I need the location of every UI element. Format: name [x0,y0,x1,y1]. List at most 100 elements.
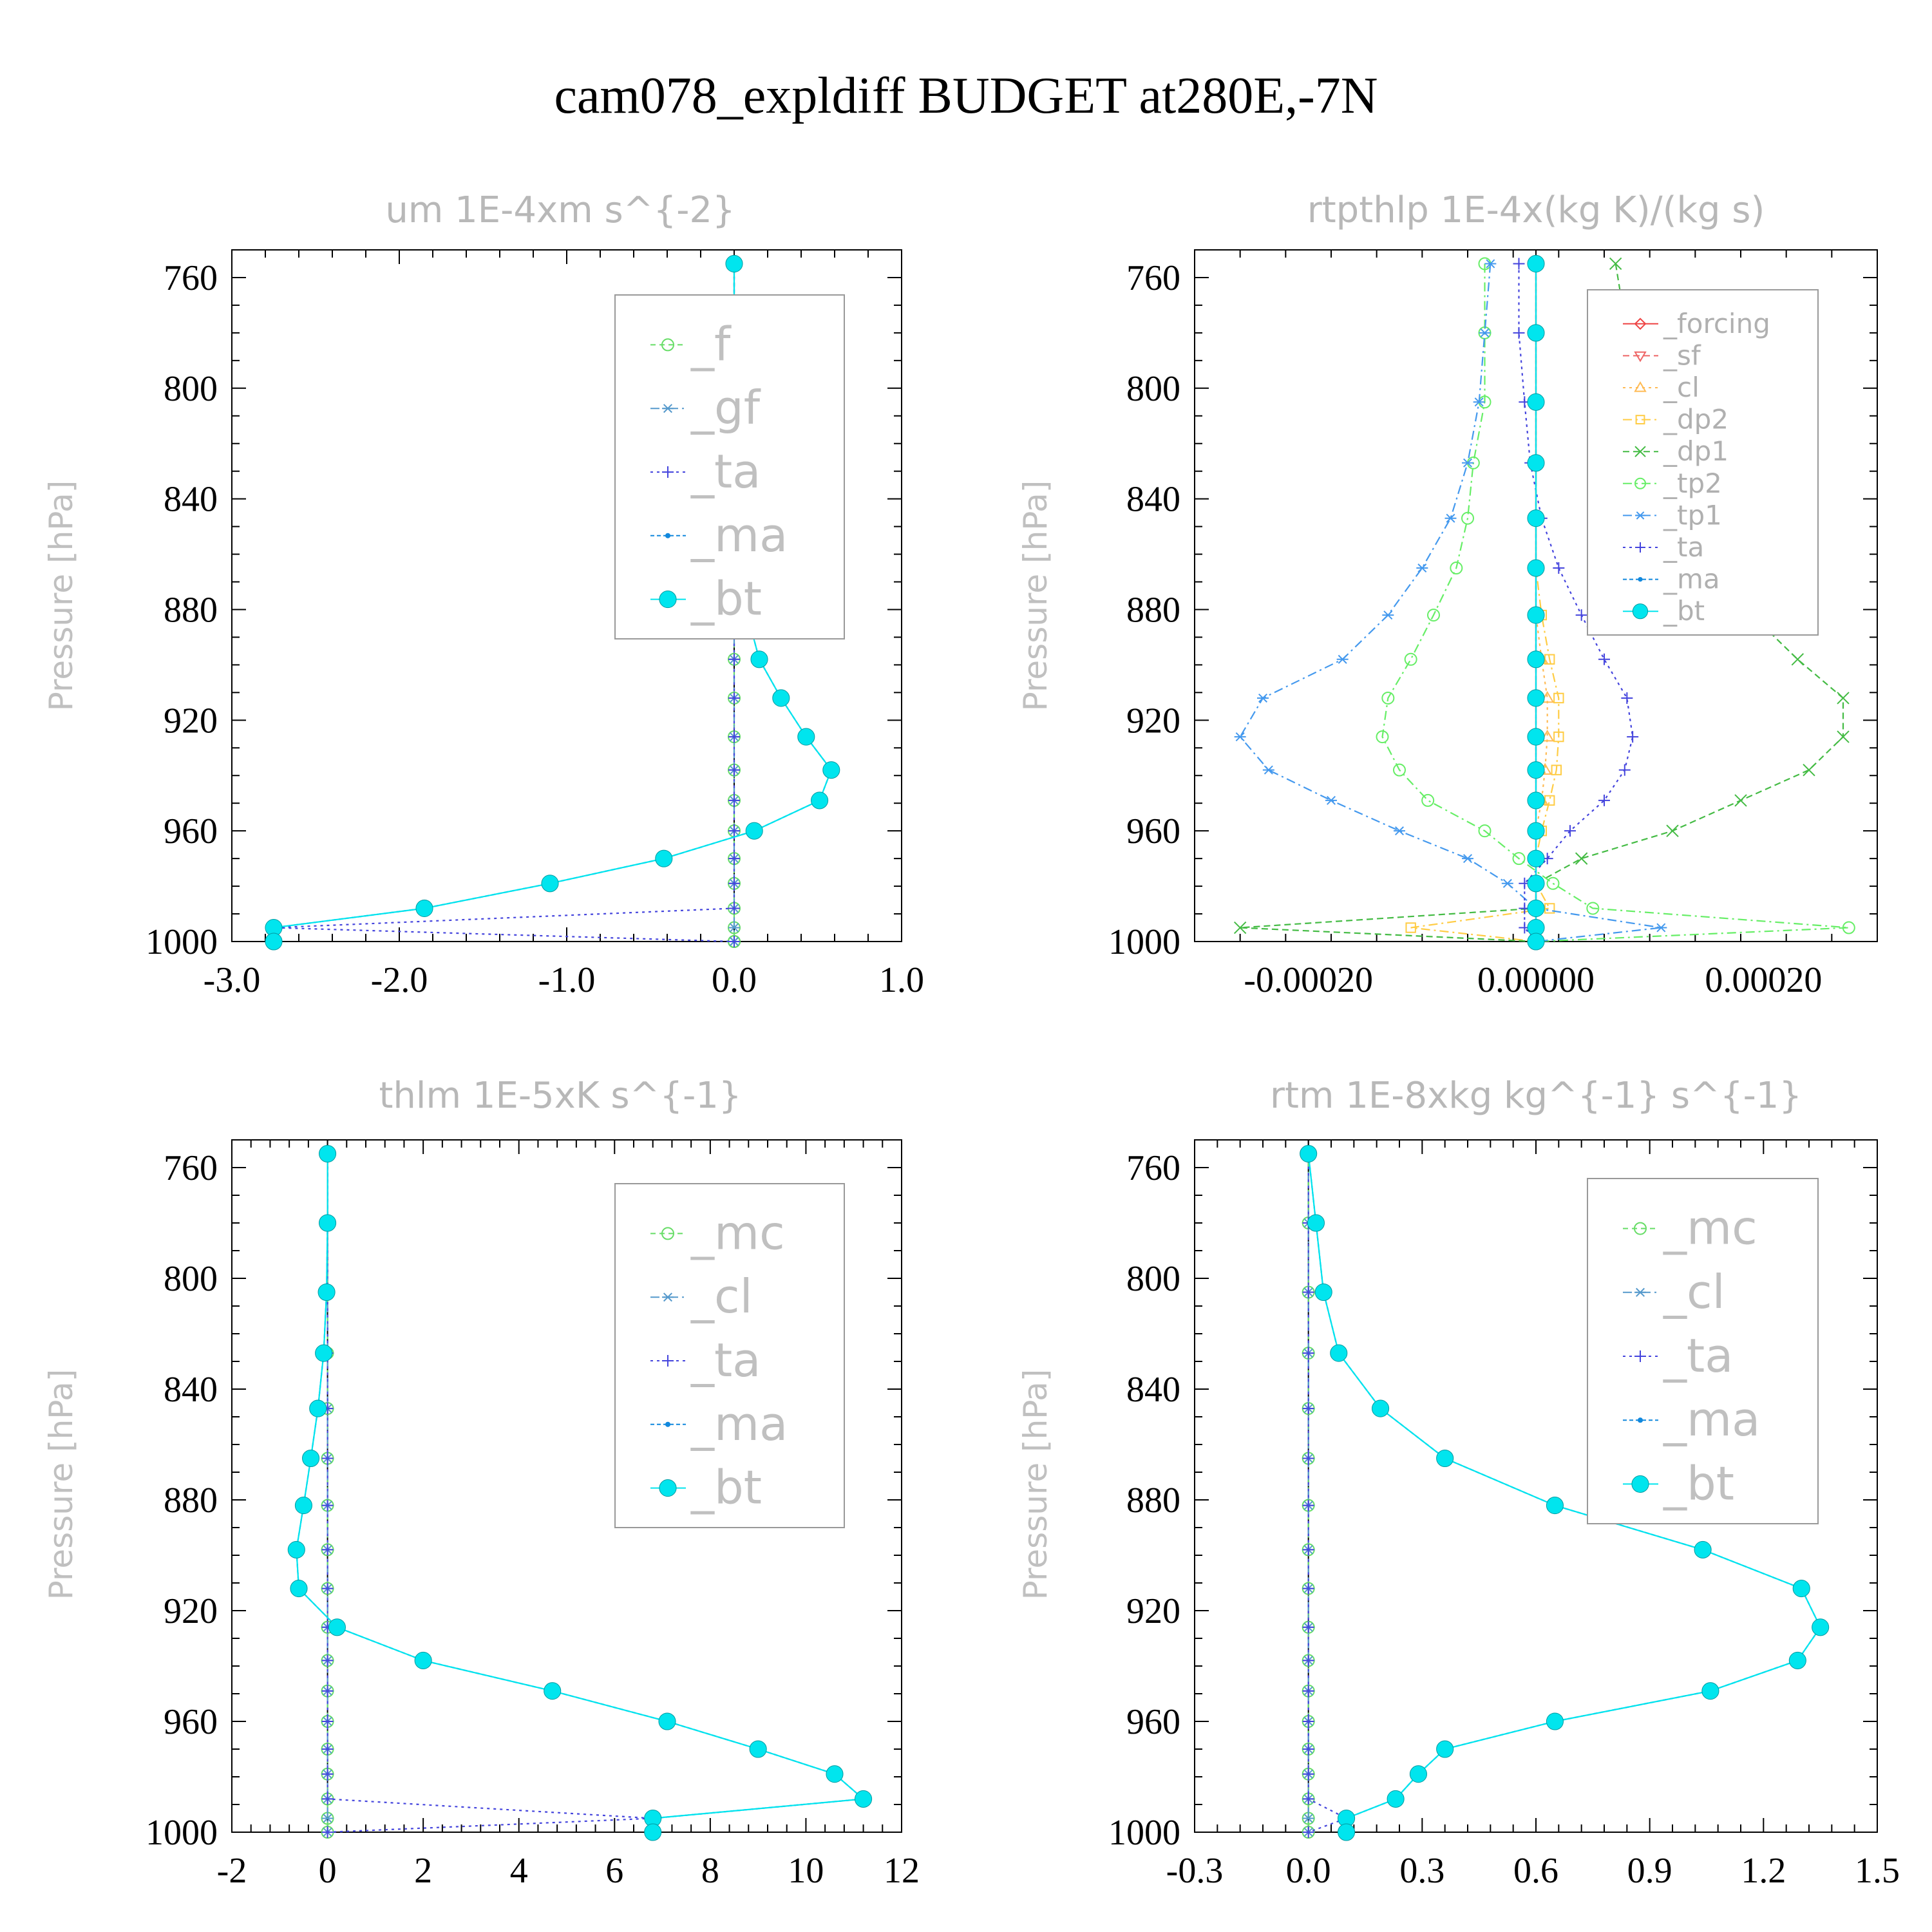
legend-item: _bt [1623,595,1705,627]
data-point-circle-filled [302,1449,320,1468]
series-bt [1527,254,1545,951]
legend-item: _ma [1623,1392,1760,1446]
legend-item: _bt [650,1461,762,1515]
legend-item: _ta [650,1333,761,1387]
series-ta [1302,1148,1352,1838]
legend-label: _ma [690,1397,788,1451]
data-point-plus [321,1452,334,1464]
data-point-x [1666,824,1679,837]
data-point-square-open [1544,795,1555,806]
x-tick-label: -0.00020 [1244,960,1373,1000]
data-point-circle-filled [855,1790,873,1808]
data-point-asterisk [1479,328,1491,337]
panel-rtm: rtm 1E-8xkg kg^{-1} s^{-1} Pressure [hPa… [1017,1075,1900,1891]
x-tick-label: 0.6 [1513,1851,1558,1891]
x-tick-label: 2 [414,1851,432,1891]
data-point-circle-filled [1330,1344,1348,1362]
legend-label: _ta [690,444,761,498]
data-point-circle-filled [1701,1682,1719,1700]
series-line [1307,1153,1349,1833]
data-point-asterisk [1382,611,1394,620]
data-point-circle-open [1461,511,1474,525]
legend-item: _ma [1623,564,1720,595]
data-point-plus [321,1826,334,1838]
y-tick-label: 840 [164,1370,218,1410]
data-point-circle-filled [659,1479,677,1497]
data-point-circle-filled [328,1618,346,1636]
data-point-circle-filled [725,254,743,273]
y-tick-label: 960 [1126,811,1180,851]
y-tick-label: 960 [164,1702,218,1742]
data-point-circle-filled [1300,1144,1318,1163]
legend-box [614,1183,845,1528]
data-point-plus [321,1768,334,1780]
legend-item: _ta [1623,1329,1733,1383]
legend-label: _ta [1663,1329,1733,1383]
data-point-plus [1553,562,1565,574]
legend-item: _cl [1623,1265,1725,1319]
data-point-x [1803,763,1815,777]
data-point-square-open [1544,903,1555,914]
legend-label: _dp1 [1663,435,1728,467]
data-point-circle-filled [294,1497,312,1515]
data-point-plus [728,794,740,806]
data-point-plus [662,466,674,478]
data-point-circle-filled [644,1823,662,1841]
legend-label: _dp2 [1663,404,1728,435]
x-tick-label: 1.2 [1741,1851,1786,1891]
legend-item: _f [650,317,732,371]
data-point-square-open [1553,692,1564,704]
data-point-plus [728,731,740,743]
y-axis-label: Pressure [hPa] [43,480,80,712]
data-point-circle-filled [1387,1790,1405,1808]
data-point-circle-open [1376,730,1389,744]
data-point-circle-filled [745,822,763,840]
legend-item: _forcing [1623,308,1770,339]
data-point-plus [1627,731,1639,743]
data-point-plus [728,902,740,914]
data-point-circle-filled [1314,1283,1332,1302]
data-point-plus [321,1499,334,1511]
data-point-x [1837,730,1850,743]
data-point-circle-filled [309,1399,327,1417]
x-tick-label: -3.0 [204,960,261,1000]
data-point-circle-filled [1527,822,1545,840]
data-point-circle-open [661,338,674,352]
data-point-plus [728,877,740,889]
data-point-circle-filled [1527,933,1545,951]
data-point-x [1837,692,1850,705]
legend-label: _f [690,317,732,371]
panel-title: rtm 1E-8xkg kg^{-1} s^{-1} [1270,1075,1802,1117]
x-tick-label: 0.0 [1286,1851,1331,1891]
data-point-asterisk [1473,397,1485,407]
data-point-asterisk [1262,765,1274,775]
data-point-x [1634,446,1646,457]
y-tick-label: 800 [1126,369,1180,409]
x-tick-label: 4 [510,1851,528,1891]
data-point-circle-filled [1338,1823,1356,1841]
legend-item: _bt [1623,1456,1734,1510]
y-tick-label: 960 [1126,1702,1180,1742]
data-point-circle-filled [749,1740,767,1758]
data-point-circle-open [1634,1222,1647,1235]
y-tick-label: 880 [164,590,218,630]
data-point-circle-open [1450,562,1463,575]
data-point-asterisk [1234,732,1246,742]
legend-item: _bt [650,572,762,626]
data-point-circle-filled [415,899,433,917]
data-point-plus [1513,258,1525,270]
data-point-circle-filled [797,728,815,746]
panel-thlm: thlm 1E-5xK s^{-1} Pressure [hPa] 760 800… [43,1075,920,1891]
legend-label: _ta [1663,531,1704,563]
y-tick-label: 880 [1126,590,1180,630]
data-point-plus [1598,794,1610,806]
x-tick-label: 8 [701,1851,719,1891]
data-point-diamond-open [1634,317,1647,330]
data-point-plus [1635,542,1645,553]
x-tick-label: 0.0 [712,960,757,1000]
y-tick-label: 960 [164,811,218,851]
data-point-circle-filled [1527,324,1545,342]
y-tick-label: 760 [164,258,218,298]
data-point-plus [1302,1685,1314,1697]
data-point-circle-filled [658,1712,676,1730]
